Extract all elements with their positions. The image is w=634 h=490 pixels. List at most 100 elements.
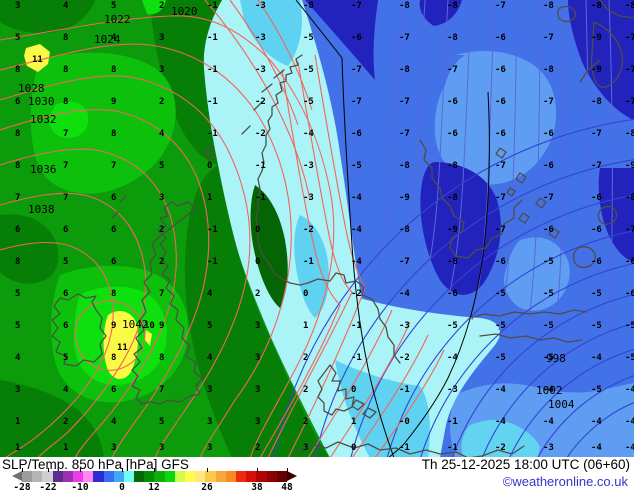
temp-label: 9 [111,321,116,331]
temp-label: -6 [447,97,458,107]
temp-label: 3 [255,321,260,331]
pressure-label: 1038 [28,203,55,216]
scale-segment [93,471,104,482]
coast-lofoten [241,69,285,135]
temp-label: 2 [159,97,164,107]
temp-label: -5 [625,353,634,363]
scale-segment [266,471,277,482]
scale-arrow-right [287,471,297,481]
scale-segment [256,471,267,482]
temp-label: -4 [399,289,410,299]
temp-label: -2 [303,225,314,235]
temp-label: 2 [303,385,308,395]
temp-label: 7 [63,129,68,139]
temp-label: 3 [111,443,116,453]
temp-label: -1 [207,65,218,75]
coast-ireland [51,293,107,367]
temp-label: -3 [399,321,410,331]
pressure-label: 1030 [28,95,55,108]
temp-label: 0 [351,385,356,395]
temp-label: -5 [303,97,314,107]
scale-segment [235,471,247,482]
temp-label: 8 [15,257,20,267]
temp-label: -4 [591,443,602,453]
temp-label: 5 [63,257,68,267]
temp-label: -4 [591,417,602,427]
temp-label: 11 [117,343,128,353]
scale-segment [134,471,145,482]
temp-label: -7 [495,161,506,171]
temp-label: 4 [63,385,69,395]
temp-label: -7 [447,65,458,75]
scale-segment [144,471,155,482]
temp-label: 3 [15,1,20,11]
temp-label: -7 [351,1,362,11]
temp-label: 9 [111,97,116,107]
datetime-label: Th 25-12-2025 18:00 UTC (06+60) [421,457,630,472]
temp-label: 6 [111,257,116,267]
temp-label: 6 [15,225,20,235]
temp-label: 5 [111,1,116,11]
pressure-label: 1042 [122,318,149,331]
temp-label: -5 [351,161,362,171]
temp-label: -5 [303,33,314,43]
temp-label: -1 [207,225,218,235]
temp-label: -0 [399,417,410,427]
temp-label: -4 [495,417,506,427]
temp-label: 5 [159,417,164,427]
scale-tick-mark [22,468,23,472]
temp-label: 5 [15,33,20,43]
temp-label: 2 [159,1,164,11]
copyright-link[interactable]: ©weatheronline.co.uk [502,474,628,489]
pressure-label: 998 [546,352,566,365]
scale-tick-label: 48 [281,482,293,490]
coast-norway [255,54,401,364]
temp-label: 2 [159,225,164,235]
temp-label: 4 [63,1,69,11]
temp-label: -3 [303,161,314,171]
temp-label: -4 [447,353,458,363]
temp-label: -8 [399,65,410,75]
temp-label: -7 [399,129,410,139]
temp-label: -6 [495,97,506,107]
temp-label: -8 [447,1,458,11]
temp-label: 4 [111,417,117,427]
temp-label: 8 [15,161,20,171]
lake-onega [597,205,618,225]
temp-label: -6 [591,225,602,235]
temp-label: -2 [399,353,410,363]
temp-label: 5 [159,161,164,171]
temp-label: -7 [591,129,602,139]
scale-segment [174,471,185,482]
temp-label: 5 [63,353,68,363]
pressure-label: 1028 [18,82,45,95]
temp-label: -3 [447,385,458,395]
temp-label: 4 [159,129,165,139]
temp-label: 2 [255,289,260,299]
white-sea [579,21,624,88]
coast-gulf-finland [469,309,587,343]
temp-label: -6 [591,257,602,267]
temp-label: 0 [255,257,260,267]
temp-label: 6 [111,225,116,235]
temp-label: 3 [159,443,164,453]
temp-label: -7 [625,65,634,75]
temp-label: 3 [15,385,20,395]
temp-label: 4 [15,353,21,363]
temp-label: -6 [591,193,602,203]
temp-label: 4 [111,33,117,43]
temp-label: -6 [447,289,458,299]
temp-label: 2 [303,417,308,427]
product-label: SLP/Temp. 850 hPa [hPa] GFS [2,457,189,472]
temp-label: -5 [543,257,554,267]
temperature-field-layer [0,0,634,458]
temp-label: -6 [543,161,554,171]
temp-label: -4 [351,193,362,203]
temp-label: -8 [447,161,458,171]
temp-label: -7 [399,33,410,43]
temp-label: -9 [625,161,634,171]
isoline-light-layer [375,0,613,357]
scale-segment [52,471,63,482]
temp-label: -1 [207,1,218,11]
temp-label: -8 [447,33,458,43]
